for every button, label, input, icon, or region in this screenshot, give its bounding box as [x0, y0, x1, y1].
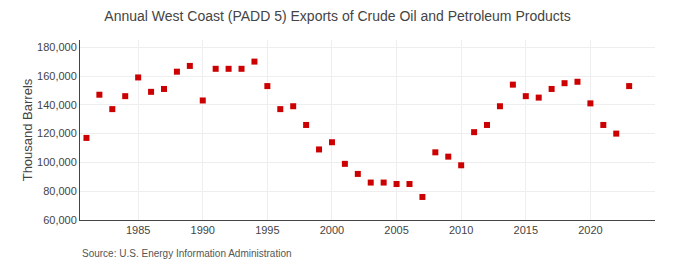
- svg-text:Thousand Barrels: Thousand Barrels: [20, 78, 35, 181]
- svg-text:120,000: 120,000: [37, 127, 77, 139]
- svg-text:60,000: 60,000: [43, 214, 77, 226]
- svg-text:Annual West Coast (PADD 5) Exp: Annual West Coast (PADD 5) Exports of Cr…: [104, 8, 570, 24]
- svg-text:2005: 2005: [384, 224, 408, 236]
- svg-text:160,000: 160,000: [37, 70, 77, 82]
- svg-text:2000: 2000: [320, 224, 344, 236]
- svg-text:1995: 1995: [255, 224, 279, 236]
- svg-text:1985: 1985: [126, 224, 150, 236]
- svg-text:140,000: 140,000: [37, 99, 77, 111]
- svg-text:Source: U.S. Energy Informatio: Source: U.S. Energy Information Administ…: [82, 248, 292, 259]
- svg-text:80,000: 80,000: [43, 185, 77, 197]
- svg-text:180,000: 180,000: [37, 41, 77, 53]
- svg-text:2020: 2020: [578, 224, 602, 236]
- svg-text:1990: 1990: [191, 224, 215, 236]
- svg-text:100,000: 100,000: [37, 156, 77, 168]
- svg-text:2015: 2015: [514, 224, 538, 236]
- svg-text:2010: 2010: [449, 224, 473, 236]
